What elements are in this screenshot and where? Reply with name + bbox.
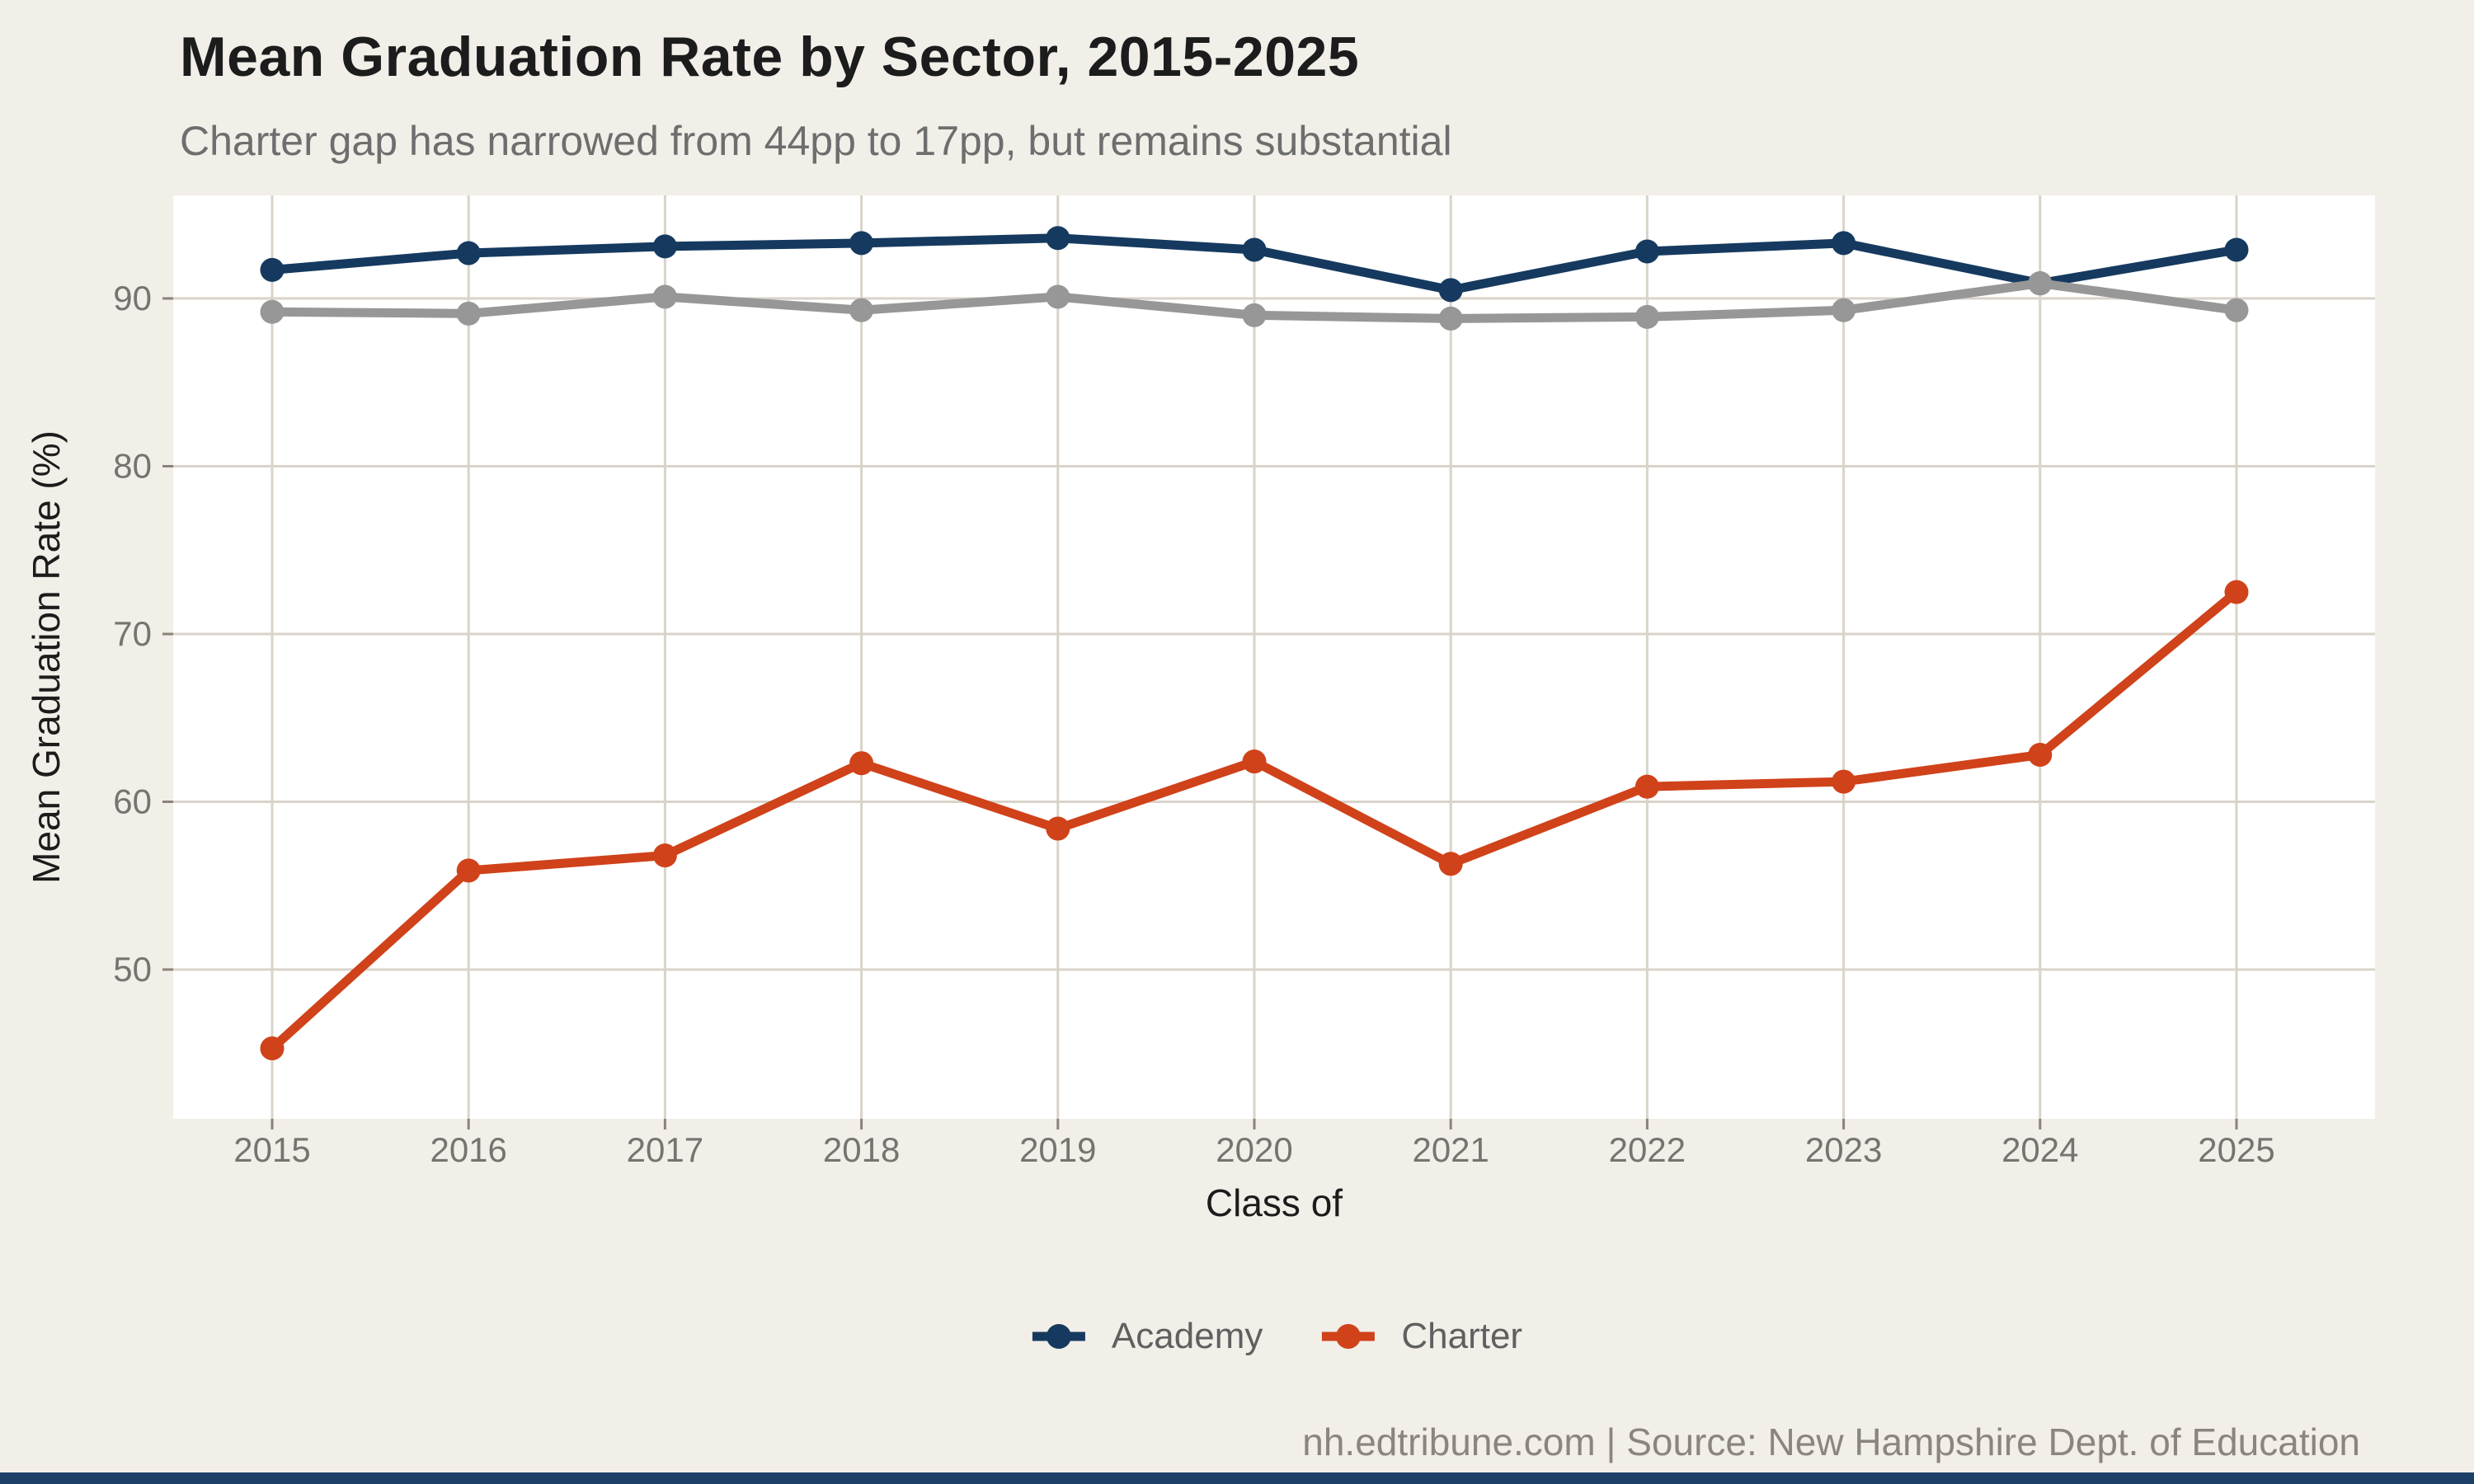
y-tick-label: 60 [113, 782, 152, 821]
bottom-accent-bar [0, 1472, 2474, 1484]
legend-item-charter: Charter [1315, 1316, 1522, 1357]
x-tick-label: 2024 [2001, 1130, 2078, 1169]
y-tick-label: 80 [113, 447, 152, 486]
source-attribution: nh.edtribune.com | Source: New Hampshire… [1302, 1421, 2360, 1463]
data-point-charter-2019 [1046, 816, 1070, 841]
data-point-academy-2021 [1438, 278, 1463, 303]
x-axis-title: Class of [1205, 1181, 1343, 1224]
data-point-unlabeled-gray-2017 [652, 284, 677, 309]
x-tick-label: 2021 [1412, 1130, 1489, 1169]
data-point-unlabeled-gray-2022 [1634, 304, 1659, 329]
x-tick-label: 2019 [1019, 1130, 1096, 1169]
chart-title: Mean Graduation Rate by Sector, 2015-202… [180, 26, 1360, 88]
x-tick-label: 2023 [1805, 1130, 1882, 1169]
data-point-academy-2022 [1634, 239, 1659, 264]
data-point-unlabeled-gray-2020 [1242, 303, 1267, 327]
legend-key-academy-icon [1032, 1324, 1085, 1349]
data-point-unlabeled-gray-2021 [1438, 306, 1463, 331]
data-point-charter-2016 [456, 858, 481, 883]
legend-label-academy: Academy [1111, 1316, 1263, 1356]
data-point-charter-2022 [1634, 774, 1659, 799]
x-tick-label: 2017 [627, 1130, 703, 1169]
data-point-academy-2016 [456, 241, 481, 265]
data-point-academy-2023 [1832, 231, 1856, 256]
data-point-charter-2015 [260, 1036, 285, 1061]
y-tick-label: 50 [113, 950, 152, 989]
data-point-unlabeled-gray-2023 [1832, 298, 1856, 322]
data-point-unlabeled-gray-2015 [260, 299, 285, 324]
data-point-academy-2018 [849, 231, 874, 256]
plot-panel [173, 195, 2375, 1119]
y-tick-label: 90 [113, 279, 152, 317]
x-tick-label: 2020 [1216, 1130, 1292, 1169]
x-tick-label: 2016 [430, 1130, 506, 1169]
data-point-unlabeled-gray-2024 [2028, 271, 2053, 296]
data-point-unlabeled-gray-2019 [1046, 284, 1070, 309]
data-point-charter-2021 [1438, 852, 1463, 876]
data-point-academy-2025 [2224, 237, 2249, 262]
data-point-academy-2020 [1242, 237, 1267, 262]
data-point-charter-2020 [1242, 749, 1267, 774]
x-tick-label: 2022 [1609, 1130, 1686, 1169]
y-tick-label: 70 [113, 614, 152, 653]
data-point-charter-2023 [1832, 769, 1856, 794]
data-point-charter-2025 [2224, 580, 2249, 604]
data-point-academy-2015 [260, 257, 285, 282]
data-point-unlabeled-gray-2025 [2224, 298, 2249, 322]
x-tick-label: 2015 [233, 1130, 310, 1169]
legend: Academy Charter [1026, 1316, 1522, 1357]
data-point-charter-2024 [2028, 743, 2053, 768]
data-point-charter-2018 [849, 751, 874, 776]
data-point-academy-2017 [652, 234, 677, 259]
legend-key-charter-icon [1322, 1324, 1376, 1349]
data-point-academy-2019 [1046, 226, 1070, 251]
legend-item-academy: Academy [1026, 1316, 1263, 1357]
chart-subtitle: Charter gap has narrowed from 44pp to 17… [180, 118, 1452, 164]
x-tick-label: 2018 [823, 1130, 900, 1169]
data-point-charter-2017 [652, 843, 677, 868]
legend-label-charter: Charter [1401, 1316, 1523, 1356]
data-point-unlabeled-gray-2018 [849, 298, 874, 322]
x-tick-label: 2025 [2198, 1130, 2274, 1169]
data-point-unlabeled-gray-2016 [456, 301, 481, 326]
